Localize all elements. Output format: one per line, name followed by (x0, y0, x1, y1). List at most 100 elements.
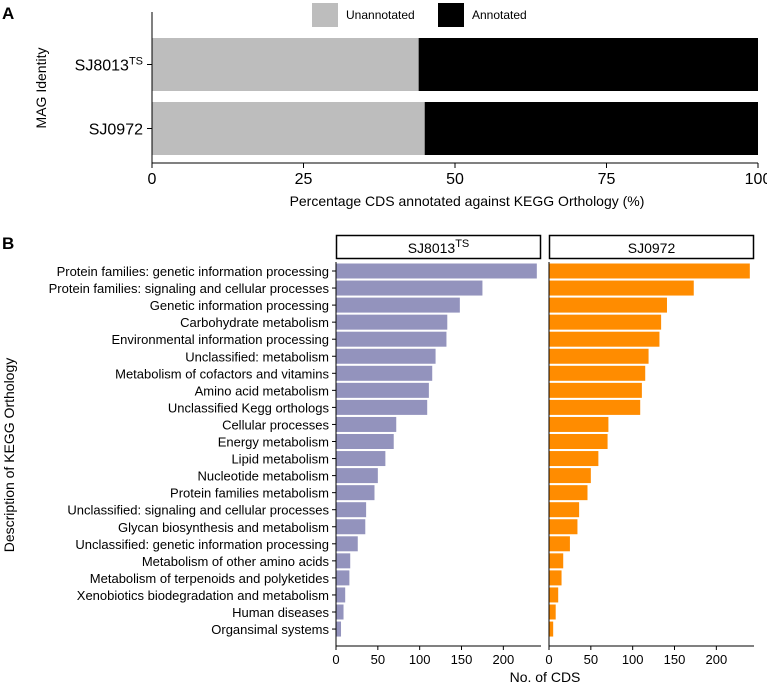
category-label-20: Human diseases (232, 605, 329, 620)
category-label-0: Protein families: genetic information pr… (57, 264, 329, 279)
panel-b-x-tick-label-1-100: 100 (622, 652, 644, 667)
category-label-sj0972: SJ0972 (89, 122, 143, 139)
category-label-5: Unclassified: metabolism (185, 349, 329, 364)
bar-unannotated-sj0972 (152, 102, 425, 155)
category-label-3: Carbohydrate metabolism (180, 315, 329, 330)
bar-sj8013ts-18 (336, 570, 350, 586)
panel-b-category-labels: Protein families: genetic information pr… (49, 264, 336, 637)
bar-sj0972-5 (549, 348, 649, 364)
bar-sj0972-19 (549, 587, 559, 603)
panel-b-x-tick-label-1-200: 200 (705, 652, 727, 667)
category-label-13: Protein families metabolism (170, 486, 329, 501)
bar-sj8013ts-0 (336, 263, 537, 279)
category-label-10: Energy metabolism (218, 435, 329, 450)
x-tick-label-75: 75 (598, 171, 616, 188)
bar-sj0972-9 (549, 416, 609, 432)
panel-b-chart: SJ8013TS SJ0972 0 50 100 150 200 0 50 100 150 200 … (1, 234, 755, 685)
panel-b-x-tick-label-0-200: 200 (492, 652, 514, 667)
category-label-8: Unclassified Kegg orthologs (168, 400, 330, 415)
bar-sj8013ts-21 (336, 621, 342, 637)
panel-b-x-tick-label-1-50: 50 (584, 652, 598, 667)
panel-b-bars (336, 263, 750, 637)
bar-sj8013ts-1 (336, 280, 483, 296)
panel-b-x-tick-label-1-0: 0 (545, 652, 552, 667)
bar-sj8013ts-15 (336, 519, 366, 535)
category-label-14: Unclassified: signaling and cellular pro… (67, 503, 329, 518)
bar-sj0972-14 (549, 502, 580, 518)
panel-a-y-axis-label: MAG Identity (33, 48, 49, 129)
category-label-21: Organsimal systems (211, 622, 329, 637)
panel-a-bars (152, 38, 758, 155)
x-tick-label-100: 100 (745, 171, 767, 188)
bar-sj8013ts-14 (336, 502, 367, 518)
bar-sj8013ts-19 (336, 587, 346, 603)
legend-label-annotated: Annotated (472, 8, 527, 22)
panel-a-chart: Unannotated Annotated 0 25 50 75 100 SJ8013TS… (33, 3, 767, 209)
category-label-12: Nucleotide metabolism (197, 469, 329, 484)
bar-sj8013ts-7 (336, 382, 429, 398)
bar-sj0972-16 (549, 536, 570, 552)
category-label-7: Amino acid metabolism (195, 383, 329, 398)
panel-b-y-axis-label: Description of KEGG Orthology (1, 358, 17, 553)
bar-sj0972-1 (549, 280, 694, 296)
x-tick-label-0: 0 (148, 171, 157, 188)
facet-strips: SJ8013TS SJ0972 (335, 234, 755, 260)
panel-a-x-axis-label: Percentage CDS annotated against KEGG Or… (290, 193, 645, 209)
legend-label-unannotated: Unannotated (346, 8, 415, 22)
legend: Unannotated Annotated (312, 3, 527, 27)
category-label-15: Glycan biosynthesis and metabolism (118, 520, 329, 535)
bar-annotated-sj0972 (424, 102, 758, 155)
bar-sj0972-6 (549, 365, 646, 381)
bar-sj0972-21 (549, 621, 554, 637)
category-label-1: Protein families: signaling and cellular… (49, 281, 330, 296)
bar-sj0972-20 (549, 604, 556, 620)
bar-annotated-sj8013ts (418, 38, 758, 91)
panel-b-x-tick-label-0-150: 150 (451, 652, 473, 667)
category-label-18: Metabolism of terpenoids and polyketides (90, 571, 330, 586)
category-label-sj8013ts: SJ8013TS (75, 56, 143, 75)
bar-sj8013ts-4 (336, 331, 447, 347)
legend-swatch-annotated (438, 3, 464, 27)
category-label-17: Metabolism of other amino acids (142, 554, 330, 569)
facet-strip-label-0: SJ8013TS (408, 238, 470, 256)
panel-b-x-axis-label: No. of CDS (510, 669, 581, 685)
bar-sj8013ts-10 (336, 434, 394, 449)
facet-strip-1 (548, 234, 755, 260)
category-label-6: Metabolism of cofactors and vitamins (115, 366, 329, 381)
bar-sj0972-18 (549, 570, 562, 586)
bar-sj0972-15 (549, 519, 578, 535)
x-tick-label-25: 25 (295, 171, 313, 188)
panel-b-x-tick-label-0-50: 50 (371, 652, 385, 667)
category-label-11: Lipid metabolism (231, 452, 329, 467)
bar-sj0972-4 (549, 331, 660, 347)
panel-label-b: B (2, 234, 14, 253)
bar-sj8013ts-11 (336, 451, 386, 467)
category-label-9: Cellular processes (222, 417, 329, 432)
bar-sj0972-10 (549, 434, 608, 449)
category-label-4: Environmental information processing (112, 332, 330, 347)
bar-sj0972-17 (549, 553, 564, 569)
bar-sj0972-0 (549, 263, 750, 279)
bar-sj8013ts-3 (336, 314, 448, 330)
bar-sj0972-7 (549, 382, 642, 398)
bar-sj8013ts-5 (336, 348, 436, 364)
bar-sj8013ts-16 (336, 536, 358, 552)
bar-sj8013ts-2 (336, 297, 460, 313)
legend-swatch-unannotated (312, 3, 338, 27)
bar-sj8013ts-20 (336, 604, 344, 620)
panel-b-x-tick-label-0-0: 0 (332, 652, 339, 667)
category-label-2: Genetic information processing (150, 298, 329, 313)
bar-sj8013ts-17 (336, 553, 351, 569)
bar-unannotated-sj8013ts (152, 38, 419, 91)
facet-strip-0 (335, 234, 542, 260)
bar-sj8013ts-9 (336, 416, 397, 432)
category-label-19: Xenobiotics biodegradation and metabolis… (77, 588, 329, 603)
panel-a-x-ticks: 0 25 50 75 100 (148, 163, 767, 188)
panel-label-a: A (2, 4, 14, 23)
panel-a-y-tick-labels: SJ8013TS SJ0972 (75, 56, 152, 139)
bar-sj0972-13 (549, 485, 588, 501)
bar-sj8013ts-12 (336, 468, 378, 484)
panel-b-x-tick-label-0-100: 100 (409, 652, 431, 667)
bar-sj0972-3 (549, 314, 662, 330)
